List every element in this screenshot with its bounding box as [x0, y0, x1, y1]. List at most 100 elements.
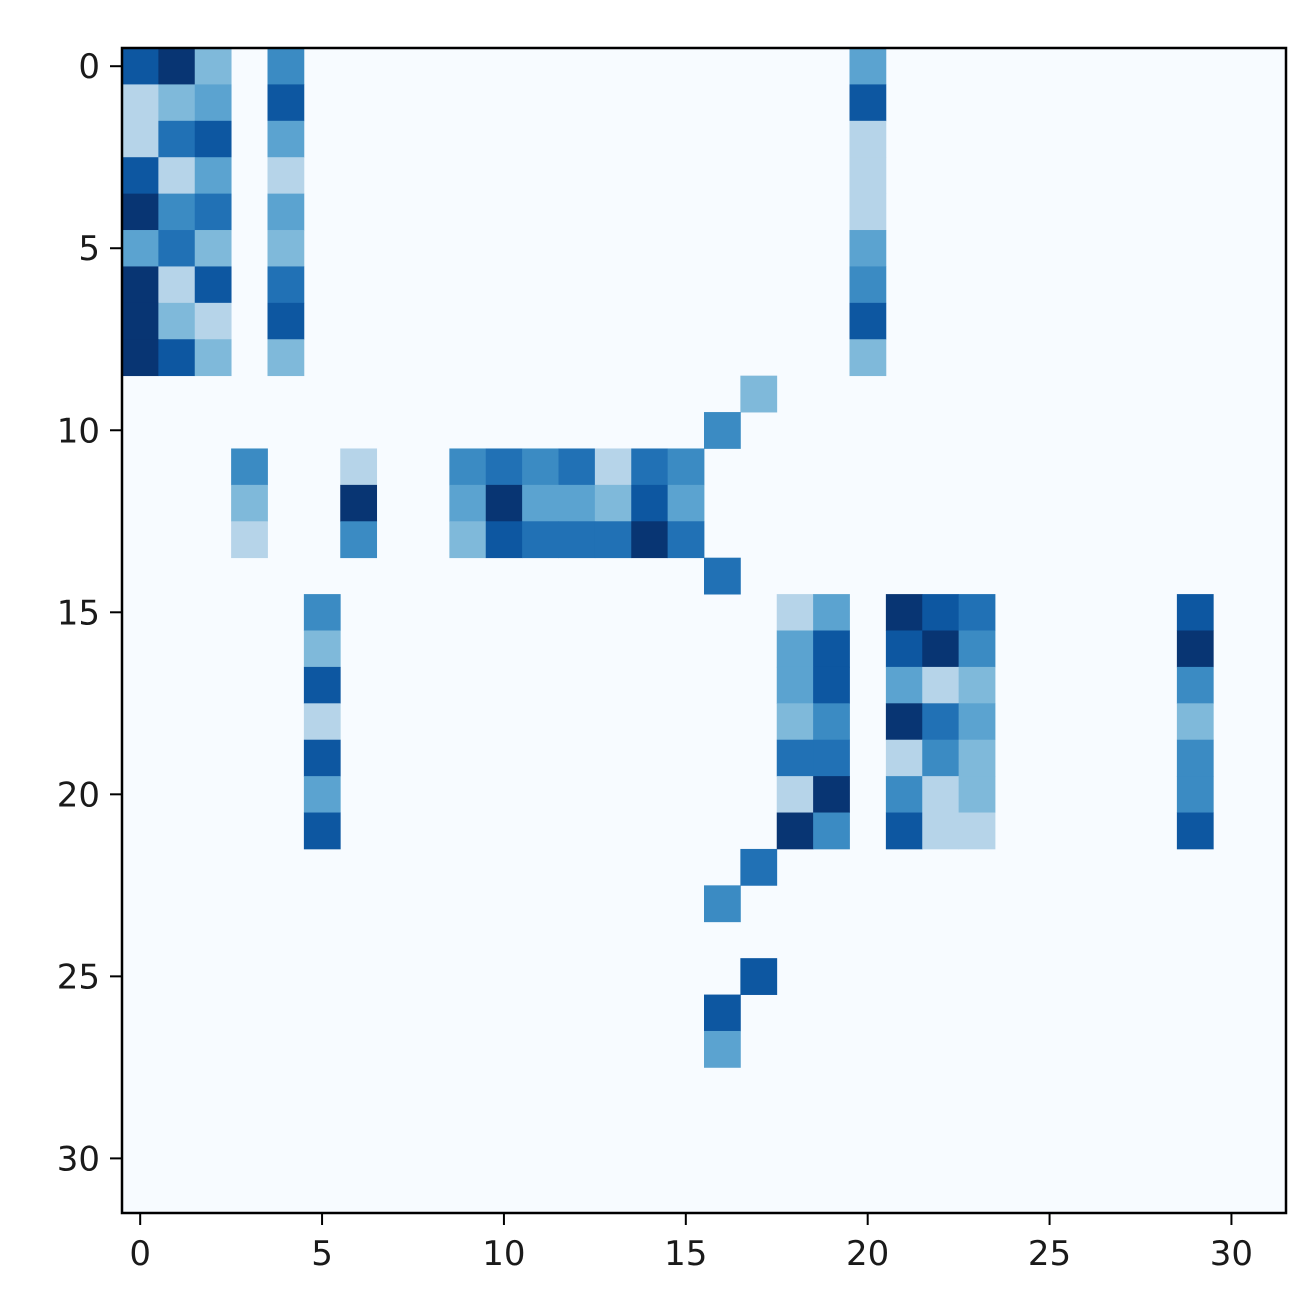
heatmap-cell — [813, 776, 850, 813]
heatmap-cell — [885, 739, 923, 777]
x-tick-label: 15 — [664, 1234, 707, 1274]
heatmap-cell — [122, 302, 159, 340]
y-tick-label: 0 — [78, 47, 100, 87]
heatmap-cell — [1176, 666, 1214, 704]
heatmap-cell — [158, 266, 196, 304]
heatmap-cell — [922, 630, 960, 668]
heatmap-cell — [522, 521, 559, 559]
heatmap-cell — [522, 448, 559, 486]
heatmap-cell — [194, 230, 232, 267]
x-tick-label: 25 — [1028, 1234, 1071, 1274]
heatmap-cell — [485, 521, 523, 559]
heatmap-cell — [267, 230, 305, 267]
heatmap-cell — [558, 448, 596, 486]
x-tick-label: 10 — [482, 1234, 525, 1274]
y-tick-label: 20 — [57, 775, 100, 815]
heatmap-cell — [267, 193, 305, 231]
heatmap-cell — [813, 812, 850, 850]
heatmap-cell — [194, 84, 232, 122]
heatmap-cell — [958, 630, 996, 668]
heatmap-cell — [776, 739, 814, 777]
heatmap-cell — [667, 448, 705, 486]
heatmap-cell — [704, 1030, 741, 1068]
heatmap-cell — [813, 630, 850, 668]
heatmap-cell — [122, 193, 159, 231]
heatmap-cell — [885, 594, 923, 631]
heatmap-cell — [158, 193, 196, 231]
heatmap-cell — [594, 521, 632, 559]
heatmap-cell — [303, 594, 341, 631]
heatmap-cell — [122, 339, 159, 377]
heatmap-cell — [740, 958, 778, 995]
heatmap-cell — [267, 48, 305, 85]
heatmap-cell — [813, 594, 850, 631]
heatmap-cell — [194, 302, 232, 340]
heatmap-cell — [885, 703, 923, 741]
heatmap-cell — [667, 521, 705, 559]
heatmap-cell — [849, 120, 887, 158]
heatmap-cell — [740, 375, 778, 413]
heatmap-cell — [340, 521, 378, 559]
heatmap-cell — [631, 521, 669, 559]
heatmap-cell — [303, 776, 341, 813]
heatmap-cell — [194, 157, 232, 195]
heatmap-cell — [631, 484, 669, 522]
heatmap-cell — [849, 339, 887, 377]
heatmap-cell — [885, 666, 923, 704]
heatmap-cell — [449, 448, 487, 486]
heatmap-cell — [849, 157, 887, 195]
heatmap-cell — [267, 120, 305, 158]
heatmap-cell — [776, 703, 814, 741]
heatmap-cell — [522, 484, 559, 522]
heatmap-cell — [267, 339, 305, 377]
x-tick-label: 0 — [129, 1234, 151, 1274]
heatmap-cell — [303, 666, 341, 704]
heatmap-cell — [776, 812, 814, 850]
heatmap-cell — [194, 48, 232, 85]
heatmap-cell — [122, 157, 159, 195]
heatmap-cell — [1176, 812, 1214, 850]
heatmap-cell — [813, 739, 850, 777]
heatmap-cell — [849, 266, 887, 304]
heatmap-cell — [849, 302, 887, 340]
heatmap-cell — [776, 666, 814, 704]
heatmap-cell — [594, 448, 632, 486]
heatmap-cell — [594, 484, 632, 522]
x-tick-label: 30 — [1210, 1234, 1253, 1274]
y-tick-label: 25 — [57, 957, 100, 997]
heatmap-cell — [194, 193, 232, 231]
heatmap-cell — [485, 448, 523, 486]
heatmap-cell — [1176, 630, 1214, 668]
x-tick-label: 20 — [846, 1234, 889, 1274]
heatmap-cell — [813, 666, 850, 704]
heatmap-cell — [340, 484, 378, 522]
heatmap-cell — [158, 302, 196, 340]
heatmap-cell — [303, 739, 341, 777]
heatmap-cell — [885, 812, 923, 850]
heatmap-cell — [267, 157, 305, 195]
heatmap-cell — [158, 48, 196, 85]
heatmap-cell — [485, 484, 523, 522]
heatmap-cell — [267, 84, 305, 122]
heatmap-cell — [194, 120, 232, 158]
heatmap-cell — [340, 448, 378, 486]
heatmap-cell — [1176, 594, 1214, 631]
y-tick-label: 5 — [78, 229, 100, 269]
heatmap-cell — [303, 703, 341, 741]
heatmap-cell — [122, 266, 159, 304]
heatmap-cell — [704, 557, 741, 595]
heatmap-cell — [958, 594, 996, 631]
heatmap-cell — [958, 739, 996, 777]
heatmap-cell — [122, 230, 159, 267]
heatmap-cell — [158, 230, 196, 267]
plot-frame — [120, 46, 1288, 1215]
heatmap-cell — [303, 812, 341, 850]
heatmap-cell — [158, 157, 196, 195]
heatmap-cell — [885, 776, 923, 813]
heatmap-cell — [449, 484, 487, 522]
heatmap-cell — [922, 812, 960, 850]
heatmap-cell — [1176, 739, 1214, 777]
heatmap-cell — [122, 48, 159, 85]
heatmap-cell — [194, 339, 232, 377]
heatmap-cell — [667, 484, 705, 522]
